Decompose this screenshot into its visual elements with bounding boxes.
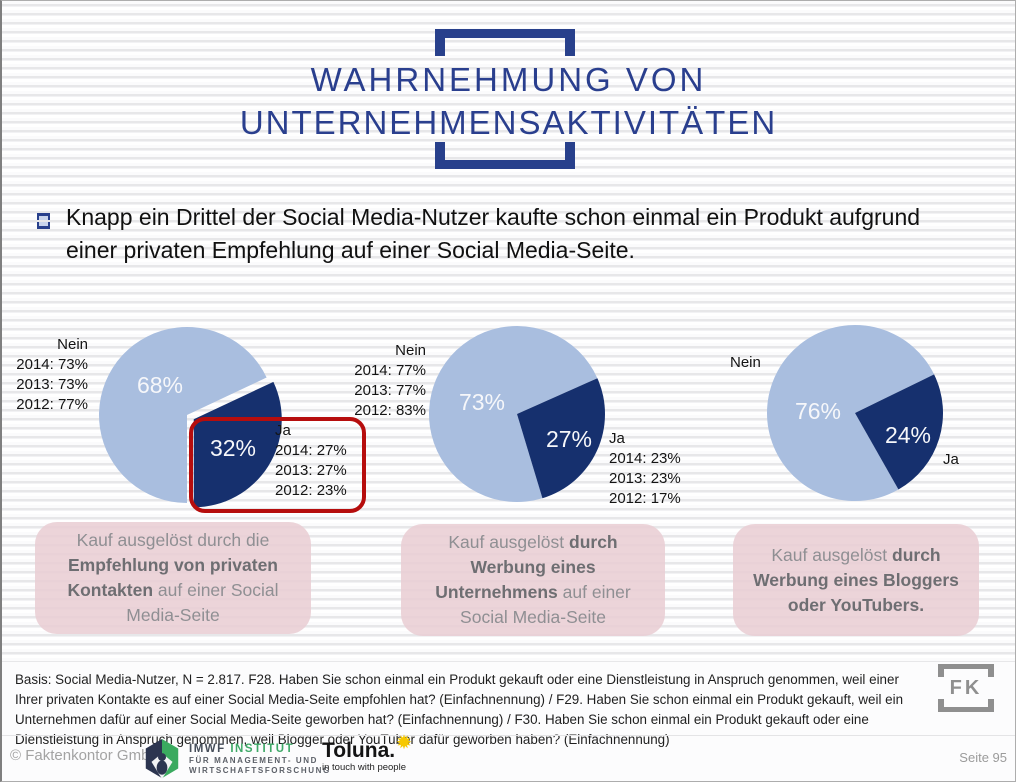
pie2-ja-percent: 27%	[545, 426, 593, 452]
caption-text: Kauf ausgelöst durch die Empfehlung von …	[67, 530, 279, 625]
faktenkontor-fk-logo: FK	[938, 664, 994, 712]
toluna-logo: Toluna. ✹ in touch with people	[322, 733, 412, 773]
fk-bracket-top-icon	[938, 664, 994, 677]
fk-letters: FK	[949, 677, 983, 699]
caption-box-private-recommendation: Kauf ausgelöst durch die Empfehlung von …	[35, 522, 311, 634]
highlight-box	[189, 417, 366, 513]
pie1-ja-label: Ja 2014: 27% 2013: 27% 2012: 23%	[275, 422, 347, 499]
title-bracket-bottom-icon	[435, 142, 575, 169]
pie2-nein-percent: 73%	[458, 389, 506, 415]
key-finding-text: Knapp ein Drittel der Social Media-Nutze…	[66, 204, 921, 263]
pie3-ja-label: Ja	[943, 451, 959, 468]
pie-chart-blogger-advertising	[767, 325, 943, 501]
caption-text: Kauf ausgelöst durch Werbung eines Blogg…	[753, 544, 959, 615]
caption-box-company-advertising: Kauf ausgelöst durch Werbung eines Unter…	[401, 524, 665, 636]
pie1-nein-percent: 68%	[136, 372, 184, 398]
pie1-ja-percent: 32%	[209, 435, 257, 461]
toluna-star-icon: ✹	[396, 733, 412, 752]
toluna-tagline: in touch with people	[322, 762, 406, 773]
caption-box-blogger-advertising: Kauf ausgelöst durch Werbung eines Blogg…	[733, 524, 979, 636]
pie3-nein-label: Nein	[730, 354, 761, 371]
caption-text: Kauf ausgelöst durch Werbung eines Unter…	[435, 532, 631, 627]
imwf-cube-icon	[145, 738, 179, 780]
pie2-ja-label: Ja 2014: 23% 2013: 23% 2012: 17%	[609, 430, 681, 507]
toluna-wordmark: Toluna. ✹	[322, 733, 412, 762]
pie2-nein-label: Nein 2014: 77% 2013: 77% 2012: 83%	[354, 342, 426, 419]
title-bracket-top-icon	[435, 29, 575, 56]
imwf-logo-text: IMWF INSTITUT FÜR MANAGEMENT- UND WIRTSC…	[189, 742, 331, 775]
footer-panel: Basis: Social Media-Nutzer, N = 2.817. F…	[2, 662, 1015, 781]
pie3-nein-percent: 76%	[794, 398, 842, 424]
slide-title-line1: WAHRNEHMUNG VON	[310, 61, 707, 98]
page-number: Seite 95	[959, 750, 1007, 765]
fk-bracket-bottom-icon	[938, 699, 994, 712]
slide-title: WAHRNEHMUNG VON UNTERNEHMENSAKTIVITÄTEN	[2, 58, 1015, 144]
pie1-nein-label: Nein 2014: 73% 2013: 73% 2012: 77%	[16, 336, 88, 413]
pie3-ja-percent: 24%	[884, 422, 932, 448]
bottom-bar: © Faktenkontor GmbH IMWF INSTITUT FÜR MA…	[2, 733, 1015, 781]
copyright-text: © Faktenkontor GmbH	[10, 747, 161, 764]
imwf-logo: IMWF INSTITUT FÜR MANAGEMENT- UND WIRTSC…	[142, 738, 331, 780]
pie-chart-company-advertising	[429, 326, 605, 502]
bracket-bullet-icon	[37, 213, 50, 229]
slide-title-line2: UNTERNEHMENSAKTIVITÄTEN	[239, 104, 778, 141]
pie-chart-private-recommendation	[99, 327, 282, 508]
